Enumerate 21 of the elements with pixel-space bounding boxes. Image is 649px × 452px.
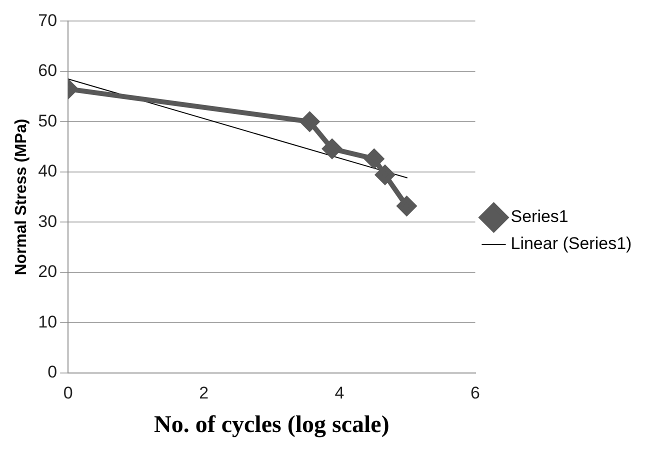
point [397,196,416,216]
y-axis-title: Normal Stress (MPa) [13,118,30,276]
x-axis-title: No. of cycles (log scale) [154,412,390,438]
x-tick-label: 2 [199,384,209,403]
x-tick-label: 0 [63,384,73,403]
y-tick-label: 30 [38,212,58,231]
x-tick-label: 6 [470,384,480,403]
y-tick-label: 70 [38,10,58,30]
point [322,139,342,158]
y-tick-label: 10 [38,312,58,332]
y-tick-label: 60 [38,61,58,80]
point [300,112,320,132]
y-tick-label: 20 [38,262,58,282]
legend-label: Series1 [510,207,568,226]
y-tick-label: 50 [38,111,58,130]
point [376,165,394,184]
y-tick-label: 40 [38,162,58,181]
point [364,149,384,168]
y-tick-label: 0 [48,362,58,382]
x-tick-label: 4 [334,384,344,403]
legend-label: Linear (Series1) [510,234,632,254]
